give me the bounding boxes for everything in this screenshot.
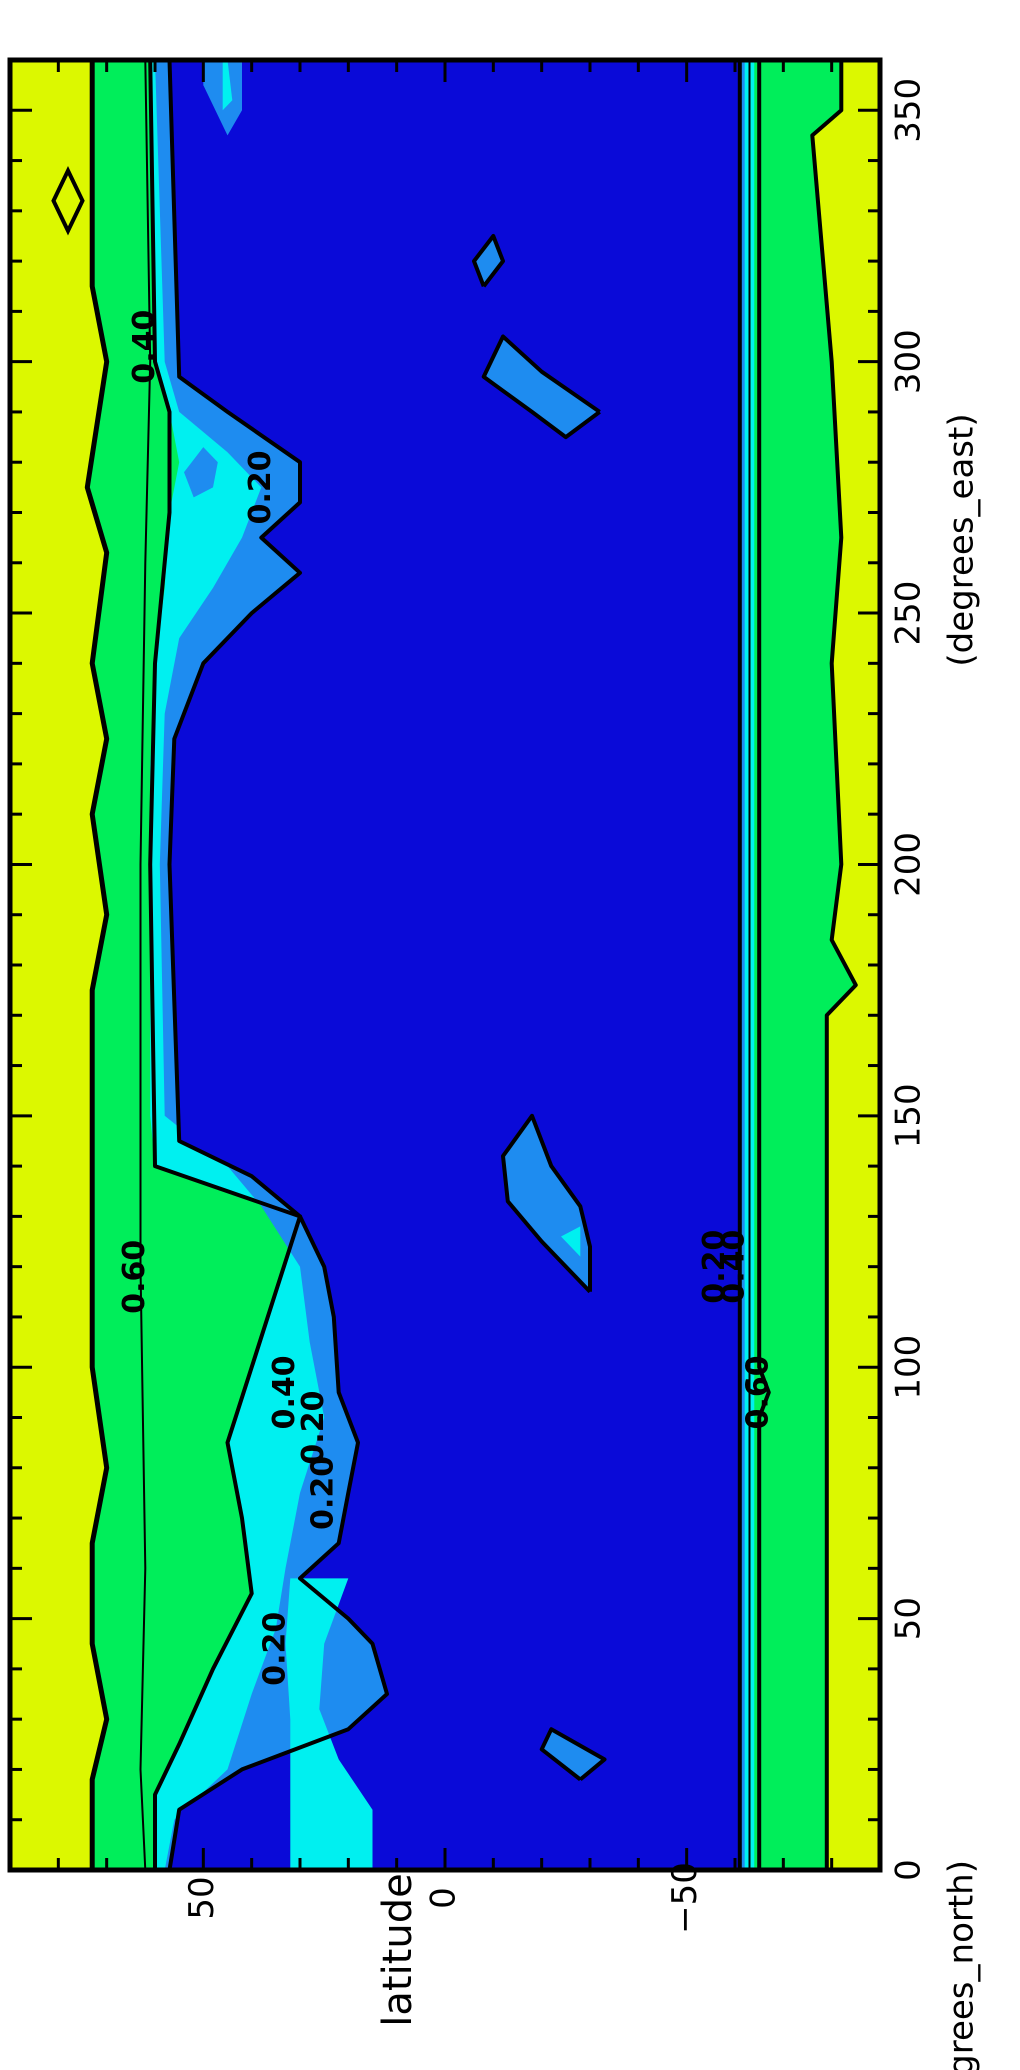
- blob-north-america: [184, 447, 218, 498]
- contour-south-0.6: [757, 60, 771, 1870]
- y-units-label: (degrees_north): [942, 1860, 982, 2070]
- contour-label: 0.20: [257, 1612, 292, 1686]
- blob-south-west: [541, 1729, 605, 1780]
- blob-indonesia-cyan: [561, 1226, 581, 1257]
- x-tick-label: 0: [889, 1859, 929, 1881]
- x-tick-label: 300: [889, 329, 929, 394]
- y-tick-label: 0: [424, 1887, 464, 1909]
- contour-north-0.4: [148, 60, 302, 1870]
- low-band-core: [169, 60, 740, 1870]
- x-tick-label: 150: [889, 1083, 929, 1148]
- y-tick-label: −50: [665, 1862, 705, 1934]
- blob-north-east: [203, 60, 242, 136]
- blob-mid-atlantic: [474, 236, 503, 287]
- contour-label: 0.20: [296, 1391, 331, 1465]
- x-tick-label: 100: [889, 1335, 929, 1400]
- contour-blob-sw: [539, 1727, 607, 1782]
- blob-indonesia: [503, 1115, 590, 1292]
- contour-north-0.2: [167, 60, 389, 1870]
- axis-text: 0 50 100 150 200 250 300 350 50 0 −50 (degrees_east…: [182, 78, 982, 2070]
- contour-label: 0.20: [243, 450, 278, 524]
- y-axis-label: latitude: [375, 1873, 421, 2026]
- blob-north-east-cyan: [222, 60, 233, 111]
- contour-north-0.6: [139, 60, 152, 1870]
- x-tick-label: 350: [889, 78, 929, 143]
- contour-label: 0.60: [117, 1240, 152, 1314]
- x-tick-label: 250: [889, 581, 929, 646]
- x-units-label: (degrees_east): [942, 413, 982, 666]
- y-tick-label: 50: [182, 1876, 222, 1919]
- diamond-high: [51, 165, 85, 236]
- equatorial-cyan-patch: [285, 1578, 373, 1870]
- x-tick-label: 50: [889, 1597, 929, 1640]
- contour-label: 0.40: [717, 1230, 752, 1304]
- contour-labels: 0.600.400.200.200.200.400.200.600.400.20: [117, 310, 776, 1686]
- contour-label: 0.20: [306, 1456, 341, 1530]
- contour-label: 0.40: [267, 1355, 302, 1429]
- blob-south-atlantic: [483, 336, 600, 438]
- contour-south-0.8: [810, 60, 858, 1870]
- contour-fill-layer: [10, 60, 880, 1870]
- contour-label: 0.60: [741, 1355, 776, 1429]
- contour-blob-indonesia: [501, 1113, 592, 1294]
- x-tick-label: 200: [889, 832, 929, 897]
- axis-ticks: [8, 58, 882, 1872]
- contour-blob-mid-atlantic: [472, 234, 505, 288]
- contour-label: 0.40: [127, 310, 162, 384]
- contour-line-layer: [84, 60, 858, 1870]
- contour-blob-atlantic: [481, 334, 601, 440]
- contour-label: 0.20: [697, 1230, 732, 1304]
- contour-north-0.8: [84, 60, 110, 1870]
